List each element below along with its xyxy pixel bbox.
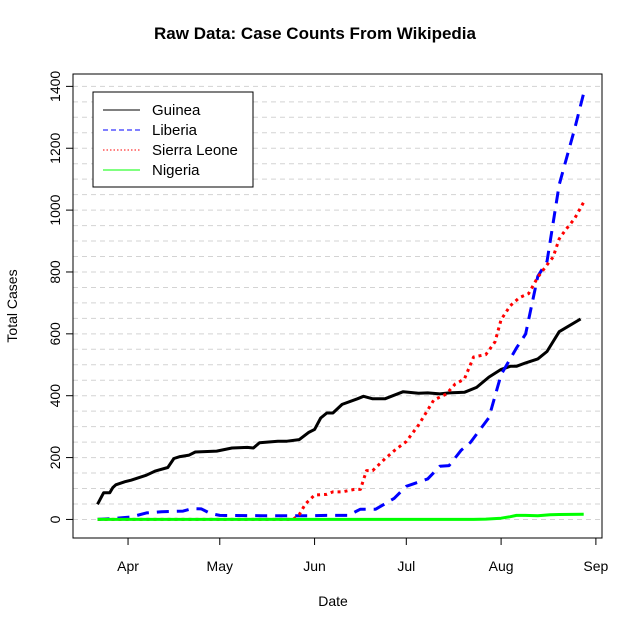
x-tick-label: Sep bbox=[583, 558, 608, 574]
chart-title: Raw Data: Case Counts From Wikipedia bbox=[154, 24, 476, 43]
legend-label: Liberia bbox=[152, 122, 198, 139]
y-axis: 0 200 400 600 800 1000 1200 1400 bbox=[47, 71, 74, 523]
legend-box bbox=[92, 91, 254, 188]
y-tick-label: 400 bbox=[47, 384, 63, 408]
y-tick-label: 1400 bbox=[47, 71, 63, 102]
y-tick-label: 800 bbox=[47, 260, 63, 284]
legend-label: Guinea bbox=[152, 102, 201, 119]
series-line-liberia bbox=[97, 92, 586, 521]
y-tick-label: 1200 bbox=[47, 132, 63, 163]
x-axis-label: Date bbox=[318, 593, 348, 609]
x-axis: Apr May Jun Jul Aug Sep bbox=[117, 537, 609, 574]
legend-label: Nigeria bbox=[152, 162, 200, 179]
series-lines bbox=[96, 92, 586, 521]
x-tick-label: Jun bbox=[303, 558, 326, 574]
y-tick-label: 200 bbox=[47, 446, 63, 470]
legend: Guinea Liberia Sierra Leone Nigeria bbox=[92, 91, 254, 188]
series-line-guinea bbox=[96, 317, 582, 506]
grid-lines bbox=[73, 85, 602, 520]
x-tick-label: May bbox=[207, 558, 233, 574]
legend-label: Sierra Leone bbox=[152, 142, 238, 159]
y-tick-label: 0 bbox=[47, 515, 63, 523]
y-tick-label: 1000 bbox=[47, 194, 63, 225]
x-tick-label: Aug bbox=[489, 558, 514, 574]
x-tick-label: Jul bbox=[397, 558, 415, 574]
x-tick-label: Apr bbox=[117, 558, 139, 574]
series-line-sierra-leone bbox=[97, 201, 586, 521]
y-axis-label: Total Cases bbox=[4, 269, 20, 342]
y-tick-label: 600 bbox=[47, 322, 63, 346]
series-line-nigeria bbox=[97, 512, 584, 521]
